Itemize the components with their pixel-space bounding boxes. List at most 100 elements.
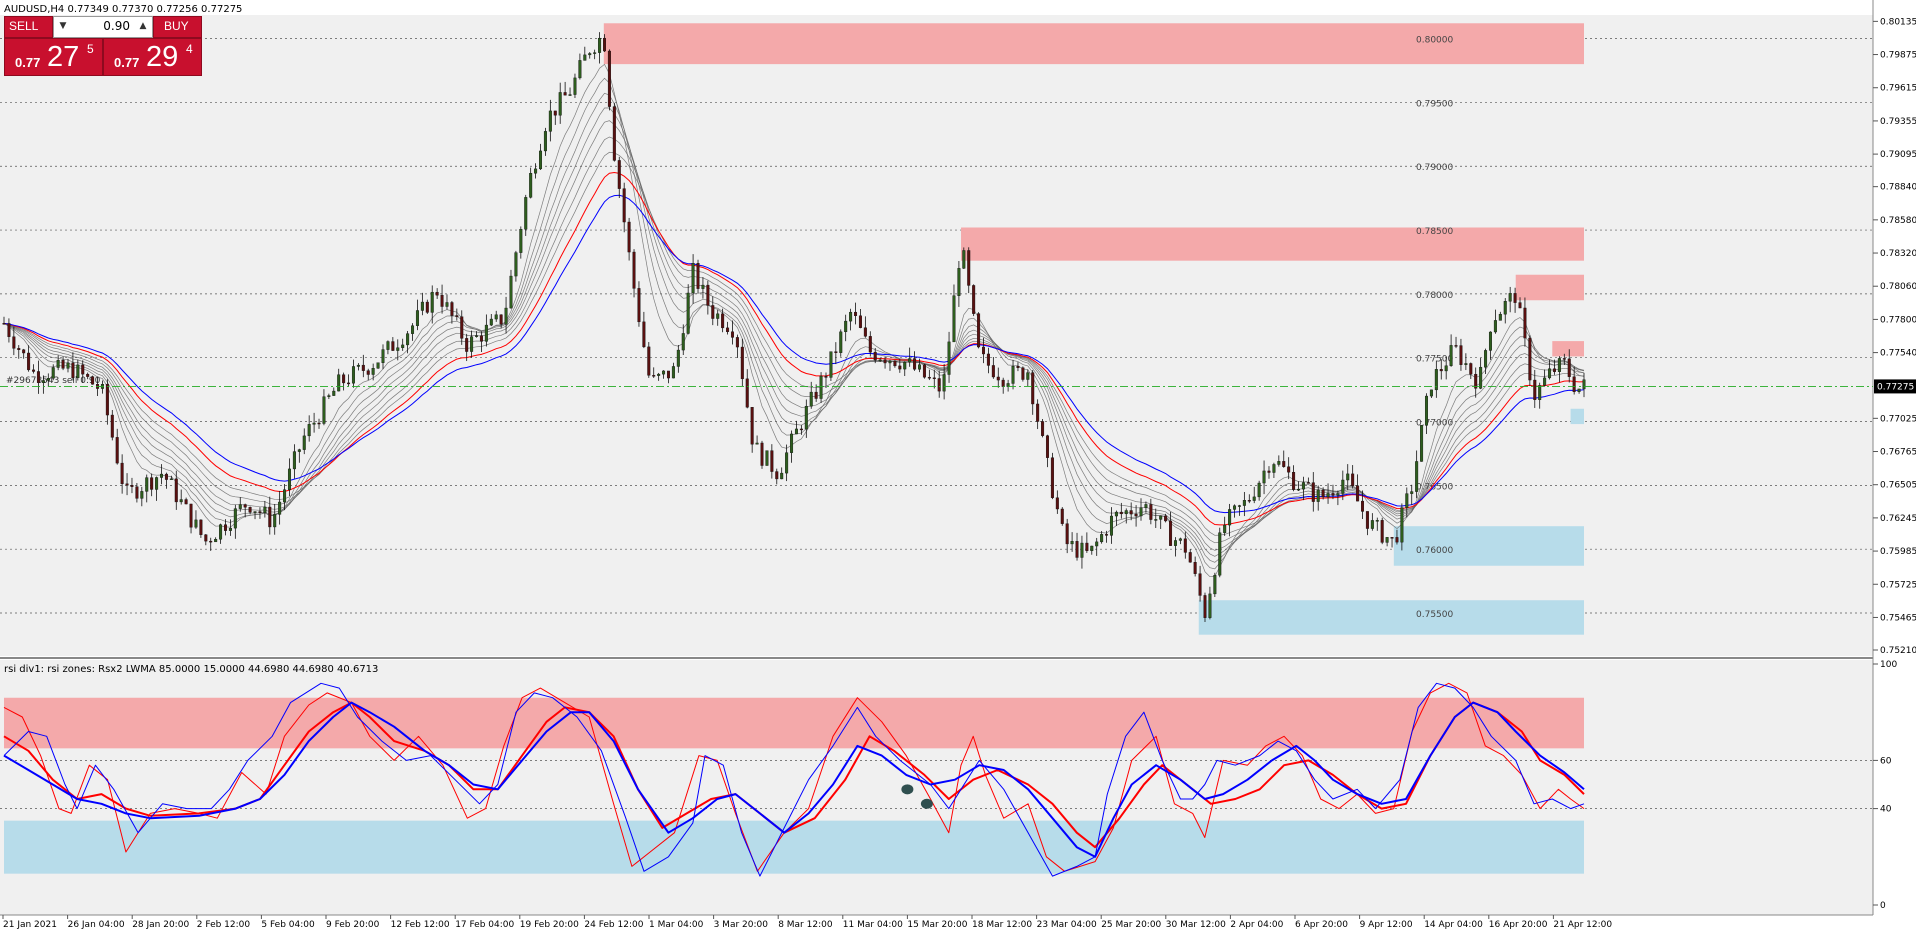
price-tick-label: 0.76765	[1880, 448, 1916, 458]
candle-body	[1065, 523, 1069, 545]
candle-body	[489, 318, 493, 326]
candle-body	[627, 221, 631, 253]
current-price-label: 0.77275	[1877, 382, 1914, 392]
price-tick-label: 0.75725	[1880, 580, 1916, 590]
candle-body	[1090, 545, 1094, 551]
lot-size-field[interactable]: ▼ 0.90 ▲	[53, 16, 153, 38]
buy-price-tile[interactable]: 0.77 29 4	[103, 38, 202, 76]
candle-body	[317, 422, 321, 425]
ma-line-gray	[3, 92, 1585, 563]
candle-body	[873, 351, 877, 361]
time-tick-label: 30 Mar 12:00	[1166, 920, 1226, 930]
candle-body	[22, 349, 26, 354]
candle-body	[1444, 365, 1448, 372]
candle-body	[248, 507, 252, 513]
candle-body	[228, 527, 232, 531]
price-tick-label: 0.76245	[1880, 514, 1916, 524]
candle-body	[1439, 369, 1443, 372]
candle-body	[332, 390, 336, 396]
candle-body	[1242, 500, 1246, 506]
candle-body	[1533, 379, 1537, 400]
candle-body	[1134, 513, 1138, 517]
candle-body	[1459, 345, 1463, 365]
sell-price-prefix: 0.77	[15, 55, 41, 70]
lot-increase-icon[interactable]: ▲	[139, 21, 147, 31]
price-tick-label: 0.75985	[1880, 547, 1916, 557]
candle-body	[548, 110, 552, 132]
rsi-signal-line	[3, 701, 1585, 858]
rsi-upper-zone	[4, 697, 1584, 749]
candle-body	[1292, 471, 1296, 490]
ma-line-gray	[3, 77, 1585, 570]
supply-zone	[603, 23, 1584, 65]
candle-body	[322, 396, 326, 424]
candle-body	[868, 336, 872, 353]
candle-body	[7, 323, 11, 337]
rsi-lower-zone	[4, 820, 1584, 874]
candle-body	[169, 478, 173, 481]
candle-body	[1252, 496, 1256, 501]
candle-body	[1518, 302, 1522, 309]
candle-body	[1105, 534, 1109, 536]
price-tick-label: 0.77540	[1880, 349, 1916, 359]
candle-body	[1016, 366, 1020, 368]
candle-body	[1336, 493, 1340, 496]
demand-zone	[1393, 526, 1584, 566]
candle-body	[1301, 482, 1305, 490]
rsi-tick-label: 60	[1880, 756, 1892, 766]
candle-body	[1375, 520, 1379, 522]
demand-zone	[1570, 408, 1584, 425]
price-tick-label: 0.77800	[1880, 315, 1916, 325]
candle-body	[858, 315, 862, 328]
candle-body	[351, 366, 355, 384]
candle-body	[844, 320, 848, 333]
buy-button[interactable]: BUY	[153, 16, 202, 38]
candle-body	[76, 364, 80, 379]
candle-body	[174, 478, 178, 503]
candle-body	[435, 291, 439, 296]
candle-body	[1257, 482, 1261, 498]
time-tick-label: 9 Apr 12:00	[1360, 920, 1413, 930]
candle-body	[233, 508, 237, 529]
candle-body	[1474, 373, 1478, 389]
candle-body	[568, 94, 572, 96]
candle-body	[81, 364, 85, 375]
sell-price-tile[interactable]: 0.77 27 5	[4, 38, 103, 76]
candle-body	[617, 160, 621, 189]
ma-line-gray	[3, 107, 1585, 557]
supply-zone	[1515, 274, 1584, 301]
time-tick-label: 6 Apr 20:00	[1295, 920, 1348, 930]
candle-body	[563, 92, 567, 96]
candle-body	[1277, 461, 1281, 465]
candle-body	[1361, 500, 1365, 512]
candle-body	[263, 506, 267, 513]
candle-body	[1041, 421, 1045, 436]
sell-button[interactable]: SELL	[4, 16, 53, 38]
candle-body	[1159, 515, 1163, 520]
candle-body	[686, 292, 690, 334]
candle-body	[957, 268, 961, 296]
candle-body	[155, 477, 159, 490]
candle-body	[1326, 493, 1330, 498]
price-tick-label: 0.75210	[1880, 646, 1916, 656]
price-tick-label: 0.80135	[1880, 17, 1916, 27]
candle-body	[1321, 489, 1325, 498]
candle-body	[942, 374, 946, 392]
candle-body	[755, 442, 759, 445]
candle-body	[1060, 508, 1064, 524]
price-tick-label: 0.78320	[1880, 249, 1916, 259]
candle-body	[1045, 435, 1049, 458]
candle-body	[706, 284, 710, 306]
candle-body	[1080, 542, 1084, 558]
candle-body	[1208, 593, 1212, 618]
candle-body	[302, 435, 306, 450]
supply-zone	[1552, 341, 1584, 357]
candle-body	[440, 295, 444, 307]
candle-body	[1055, 497, 1059, 510]
lot-decrease-icon[interactable]: ▼	[59, 21, 67, 31]
candle-body	[721, 313, 725, 329]
candle-body	[1169, 520, 1173, 546]
candle-body	[1021, 367, 1025, 380]
time-tick-label: 2 Feb 12:00	[197, 920, 251, 930]
